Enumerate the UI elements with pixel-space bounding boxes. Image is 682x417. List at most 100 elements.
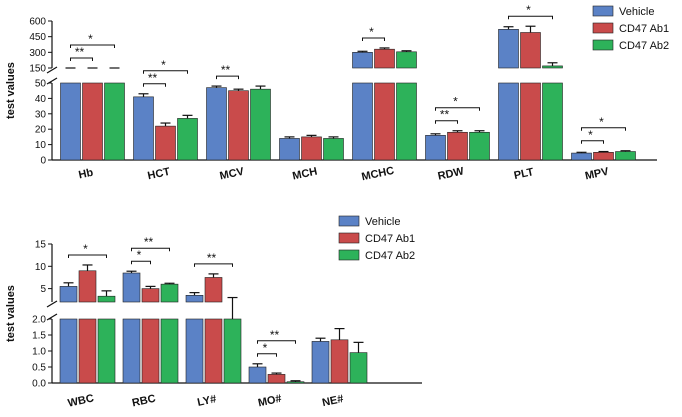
bar — [248, 366, 267, 384]
significance-label: ** — [221, 63, 231, 77]
bar — [396, 51, 417, 69]
significance-bracket — [581, 140, 604, 144]
category-label: RBC — [131, 393, 157, 410]
chart-top: 0 10 20 30 40 50 150 300 450 600 test values Hb HCT M… — [5, 3, 669, 183]
bar — [204, 318, 223, 384]
category-label: MPV — [584, 166, 610, 183]
bar — [498, 29, 519, 69]
bar — [301, 136, 322, 161]
axis-break-mark — [46, 300, 58, 308]
significance-bracket — [131, 247, 170, 252]
bar — [593, 152, 614, 161]
bar — [59, 286, 78, 303]
significance-bracket — [508, 15, 553, 20]
bar — [97, 318, 116, 384]
y-tick-lower-label: 0.5 — [32, 363, 46, 374]
bar — [185, 295, 204, 303]
significance-label: * — [369, 25, 374, 39]
bar — [206, 87, 227, 161]
significance-label: * — [88, 32, 93, 46]
y-tick-lower-label: 0 — [40, 156, 46, 167]
y-tick-lower-label: 2.0 — [32, 315, 46, 326]
bar — [520, 32, 541, 69]
y-axis-label: test values — [5, 62, 17, 119]
category-label: MCH — [291, 166, 318, 183]
y-tick-lower-label: 20 — [35, 125, 47, 136]
bar — [571, 152, 592, 161]
significance-bracket — [216, 75, 239, 80]
bar — [352, 52, 373, 69]
axis-break-mark — [46, 66, 58, 74]
bar — [615, 151, 636, 161]
legend-swatch — [592, 39, 614, 51]
significance-label: * — [599, 115, 604, 129]
bar — [155, 125, 176, 161]
significance-bracket — [194, 263, 233, 267]
legend-swatch — [338, 249, 360, 261]
bar — [141, 318, 160, 384]
significance-label: * — [453, 95, 458, 109]
significance-bracket — [68, 254, 107, 258]
significance-label: ** — [144, 235, 154, 249]
category-label: MCHC — [360, 165, 395, 184]
bar — [469, 131, 490, 161]
bar — [122, 318, 141, 384]
y-tick-upper-label: 150 — [29, 64, 46, 75]
bar — [160, 283, 179, 303]
bar — [374, 82, 395, 161]
y-tick-upper-label: 300 — [29, 48, 46, 59]
legend-label: CD47 Ab2 — [619, 40, 669, 52]
bar — [542, 65, 563, 69]
bar — [498, 82, 519, 161]
bar — [78, 270, 97, 303]
category-label: Hb — [77, 167, 94, 182]
legend-swatch — [338, 232, 360, 244]
legend-label: CD47 Ab1 — [365, 233, 415, 245]
y-tick-lower-label: 40 — [35, 94, 47, 105]
y-tick-upper-label: 5 — [40, 284, 46, 295]
category-label: MO# — [257, 393, 283, 410]
bar — [223, 318, 242, 384]
legend-swatch — [592, 5, 614, 17]
bar — [160, 318, 179, 384]
bar — [352, 82, 373, 161]
significance-label: ** — [207, 251, 217, 265]
chart-bottom: 0.0 0.5 1.0 1.5 2.0 5 10 15 test values WBC RBC LY#… — [5, 215, 422, 410]
y-axis-label: test values — [5, 285, 17, 342]
bar — [185, 318, 204, 384]
legend-label: Vehicle — [619, 6, 654, 18]
bar — [323, 138, 344, 161]
bar — [82, 82, 103, 161]
significance-bracket — [70, 57, 93, 61]
y-tick-upper-label: 15 — [35, 240, 47, 251]
bar — [250, 88, 271, 161]
significance-label: * — [83, 242, 88, 256]
category-label: LY# — [196, 393, 217, 409]
y-tick-lower-label: 10 — [35, 140, 47, 151]
legend-swatch — [338, 215, 360, 227]
significance-bracket — [143, 83, 166, 87]
category-label: RDW — [437, 165, 466, 182]
legend-label: CD47 Ab1 — [619, 23, 669, 35]
y-tick-lower-label: 0.0 — [32, 379, 46, 390]
y-tick-lower-label: 1.5 — [32, 331, 46, 342]
significance-bracket — [257, 340, 296, 344]
bar — [447, 131, 468, 161]
y-tick-lower-label: 1.0 — [32, 347, 46, 358]
significance-bracket — [435, 120, 458, 124]
significance-label: ** — [148, 71, 158, 85]
bar — [396, 82, 417, 161]
category-label: HCT — [147, 166, 172, 182]
bar — [122, 272, 141, 303]
bar — [542, 82, 563, 161]
bar — [204, 277, 223, 303]
bar — [286, 381, 305, 384]
significance-label: * — [263, 341, 268, 355]
significance-label: * — [526, 3, 531, 17]
category-label: NE# — [321, 393, 344, 409]
significance-label: ** — [440, 108, 450, 122]
significance-label: * — [161, 58, 166, 72]
significance-bracket — [362, 37, 385, 41]
bar — [104, 82, 125, 161]
